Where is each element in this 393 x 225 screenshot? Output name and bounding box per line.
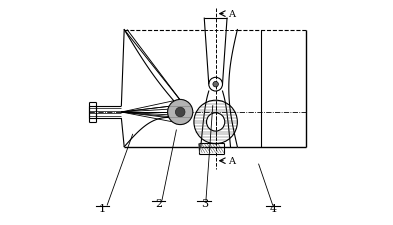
Text: A: A xyxy=(228,157,235,165)
Circle shape xyxy=(168,100,193,125)
Circle shape xyxy=(175,108,185,117)
Text: 1: 1 xyxy=(99,204,106,214)
Circle shape xyxy=(213,82,219,88)
Text: 3: 3 xyxy=(201,199,208,209)
Text: 2: 2 xyxy=(155,199,162,209)
Text: 4: 4 xyxy=(269,204,276,214)
Text: A: A xyxy=(228,10,235,19)
